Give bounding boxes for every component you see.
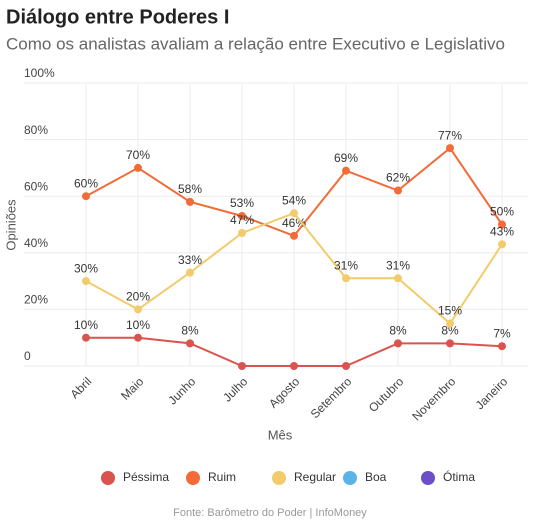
data-point	[394, 339, 402, 348]
source: Fonte: Barômetro do Poder | InfoMoney	[173, 507, 367, 519]
data-point	[82, 192, 90, 201]
x-tick-label: Julho	[220, 374, 250, 404]
data-point	[238, 228, 246, 237]
data-label: 8%	[181, 324, 199, 338]
data-point	[446, 319, 454, 328]
data-point	[446, 144, 454, 153]
data-point	[498, 342, 506, 351]
data-label: 53%	[230, 196, 254, 210]
y-tick-label: 0	[24, 349, 31, 363]
x-tick-label: Junho	[165, 374, 198, 407]
data-point	[238, 362, 246, 370]
y-tick-label: 100%	[24, 66, 55, 80]
y-tick-label: 60%	[24, 179, 48, 193]
data-label: 10%	[126, 318, 150, 332]
legend-marker	[272, 471, 286, 485]
data-label: 62%	[386, 171, 410, 185]
x-tick-label: Maio	[118, 374, 147, 403]
y-tick-label: 80%	[24, 123, 48, 137]
data-point	[238, 212, 246, 221]
legend-marker	[101, 471, 115, 485]
legend-marker	[343, 471, 357, 485]
data-label: 8%	[389, 324, 407, 338]
chart-title: Diálogo entre Poderes I	[6, 6, 229, 28]
legend-label: Ruim	[208, 470, 236, 484]
x-tick-label: Janeiro	[473, 374, 511, 412]
data-point	[498, 240, 506, 249]
y-tick-label: 40%	[24, 236, 48, 250]
data-label: 20%	[126, 290, 150, 304]
data-label: 31%	[386, 258, 410, 272]
data-point	[342, 274, 350, 283]
data-point	[394, 186, 402, 195]
data-label: 33%	[178, 253, 202, 267]
data-point	[290, 231, 298, 240]
data-label: 58%	[178, 182, 202, 196]
data-label: 8%	[441, 324, 459, 338]
data-point	[446, 339, 454, 348]
data-label: 70%	[126, 148, 150, 162]
data-label: 15%	[438, 304, 462, 318]
data-point	[134, 333, 142, 342]
data-label: 10%	[74, 318, 98, 332]
data-point	[134, 305, 142, 314]
chart-subtitle: Como os analistas avaliam a relação entr…	[6, 34, 505, 53]
data-label: 47%	[230, 213, 254, 227]
data-point	[342, 362, 350, 370]
legend-label: Regular	[294, 470, 336, 484]
data-point	[82, 277, 90, 286]
data-label: 54%	[282, 193, 306, 207]
legend-label: Péssima	[123, 470, 169, 484]
data-label: 31%	[334, 258, 358, 272]
data-point	[290, 209, 298, 218]
data-point	[342, 166, 350, 175]
data-label: 60%	[74, 176, 98, 190]
x-tick-label: Agosto	[266, 374, 303, 411]
legend-marker	[421, 471, 435, 485]
x-axis-title: Mês	[268, 427, 293, 442]
legend-label: Ótima	[443, 469, 475, 484]
x-tick-label: Outubro	[366, 374, 407, 415]
data-point	[186, 197, 194, 206]
data-label: 69%	[334, 151, 358, 165]
data-point	[498, 220, 506, 229]
x-tick-label: Novembro	[409, 374, 458, 423]
data-point	[134, 163, 142, 172]
x-tick-label: Abril	[67, 374, 94, 401]
data-point	[186, 268, 194, 277]
legend-label: Boa	[365, 470, 387, 484]
x-tick-label: Setembro	[308, 374, 355, 421]
y-axis-title: Opiniões	[3, 199, 18, 251]
data-point	[394, 274, 402, 283]
data-label: 43%	[490, 224, 514, 238]
data-label: 7%	[493, 326, 511, 340]
legend-marker	[186, 471, 200, 485]
data-point	[290, 362, 298, 370]
data-label: 50%	[490, 205, 514, 219]
data-label: 77%	[438, 128, 462, 142]
y-tick-label: 20%	[24, 293, 48, 307]
data-point	[82, 333, 90, 342]
data-point	[186, 339, 194, 348]
data-label: 30%	[74, 261, 98, 275]
